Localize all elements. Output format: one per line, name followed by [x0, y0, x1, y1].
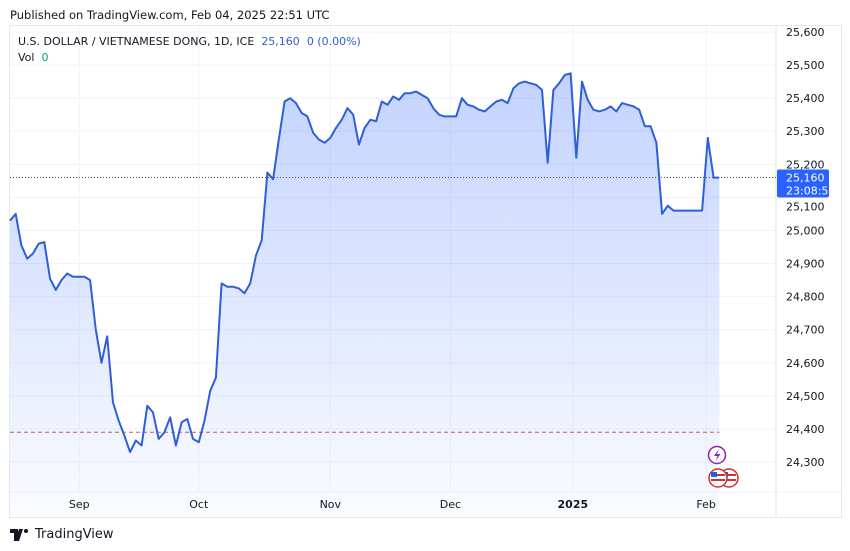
price-tick-label: 25,300	[786, 125, 825, 138]
chart-frame	[9, 25, 842, 518]
time-tick-label: Nov	[320, 498, 342, 511]
time-axis: Sep Oct Nov Dec 2025 Feb	[69, 498, 716, 511]
price-line	[9, 72, 720, 454]
price-tick-label: 25,600	[786, 26, 825, 39]
volume-value: 0	[41, 51, 49, 64]
price-tick-label: 25,100	[786, 201, 825, 214]
symbol-name: U.S. DOLLAR / VIETNAMESE DONG, 1D, ICE	[18, 35, 255, 48]
price-change: 0 (0.00%)	[306, 35, 361, 48]
tradingview-brand: TradingView	[35, 527, 114, 542]
time-tick-label: Feb	[696, 498, 715, 511]
price-tick-label: 24,300	[786, 456, 825, 469]
time-tick-label: Sep	[69, 498, 90, 511]
time-tick-label: Oct	[189, 498, 209, 511]
price-tick-label: 25,000	[786, 224, 825, 237]
price-tick-label: 25,400	[786, 92, 825, 105]
tradingview-logo[interactable]: TradingView	[10, 527, 114, 542]
price-tick-label: 24,600	[786, 357, 825, 370]
price-label: 25,160 23:08:57	[777, 169, 835, 198]
chart-legend: U.S. DOLLAR / VIETNAMESE DONG, 1D, ICE 2…	[18, 34, 361, 66]
price-tick-label: 25,200	[786, 158, 825, 171]
volume-label: Vol	[18, 51, 35, 64]
price-tick-label: 25,500	[786, 59, 825, 72]
price-label-countdown: 23:08:57	[786, 185, 835, 198]
us-flag-icon[interactable]	[708, 468, 728, 488]
price-tick-label: 24,800	[786, 291, 825, 304]
price-tick-label: 24,500	[786, 390, 825, 403]
lightning-icon[interactable]	[707, 445, 727, 465]
time-tick-label: Dec	[440, 498, 461, 511]
price-tick-label: 24,400	[786, 423, 825, 436]
time-tick-label: 2025	[558, 498, 589, 511]
published-header: Published on TradingView.com, Feb 04, 20…	[10, 8, 330, 22]
price-tick-label: 24,700	[786, 324, 825, 337]
price-label-value: 25,160	[786, 172, 825, 185]
price-axis: 25,600 25,500 25,400 25,300 25,200 25,100 25,0…	[786, 26, 825, 469]
price-area-fill	[10, 73, 720, 518]
tradingview-logo-icon	[10, 528, 28, 541]
price-tick-label: 24,900	[786, 258, 825, 271]
last-price: 25,160	[261, 35, 300, 48]
